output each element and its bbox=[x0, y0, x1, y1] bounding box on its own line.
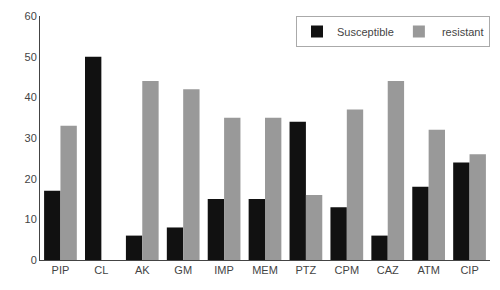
svg-text:10: 10 bbox=[25, 213, 37, 225]
svg-text:GM: GM bbox=[174, 264, 192, 276]
svg-text:40: 40 bbox=[25, 91, 37, 103]
svg-text:CPM: CPM bbox=[335, 264, 359, 276]
svg-text:Susceptible: Susceptible bbox=[337, 26, 394, 38]
svg-text:resistant: resistant bbox=[439, 26, 484, 38]
svg-text:PIP: PIP bbox=[52, 264, 70, 276]
svg-text:MEM: MEM bbox=[252, 264, 278, 276]
svg-text:50: 50 bbox=[25, 51, 37, 63]
svg-text:0: 0 bbox=[31, 254, 37, 266]
svg-text:CIP: CIP bbox=[460, 264, 478, 276]
svg-text:PTZ: PTZ bbox=[296, 264, 317, 276]
svg-text:ATM: ATM bbox=[417, 264, 439, 276]
svg-text:CAZ: CAZ bbox=[377, 264, 399, 276]
svg-text:AK: AK bbox=[135, 264, 150, 276]
svg-text:CL: CL bbox=[94, 264, 108, 276]
svg-text:20: 20 bbox=[25, 173, 37, 185]
svg-text:IMP: IMP bbox=[214, 264, 234, 276]
svg-text:30: 30 bbox=[25, 132, 37, 144]
svg-text:60: 60 bbox=[25, 10, 37, 22]
